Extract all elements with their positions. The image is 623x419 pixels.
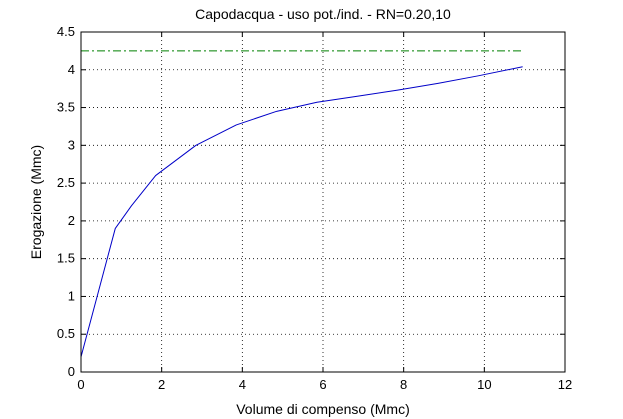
y-tick-label: 2 — [68, 213, 75, 228]
x-tick-label: 8 — [400, 377, 407, 392]
y-tick-label: 4 — [68, 62, 75, 77]
chart-title: Capodacqua - uso pot./ind. - RN=0.20,10 — [195, 6, 451, 22]
y-tick-label: 3.5 — [57, 100, 75, 115]
x-tick-label: 10 — [477, 377, 491, 392]
y-tick-label: 2.5 — [57, 175, 75, 190]
x-tick-label: 6 — [319, 377, 326, 392]
ticks — [80, 31, 566, 373]
y-tick-label: 3 — [68, 137, 75, 152]
y-tick-label: 1.5 — [57, 251, 75, 266]
x-tick-label: 0 — [77, 377, 84, 392]
x-tick-label: 12 — [558, 377, 572, 392]
x-tick-label: 4 — [239, 377, 246, 392]
y-tick-label: 4.5 — [57, 24, 75, 39]
y-axis-label: Erogazione (Mmc) — [28, 145, 44, 259]
y-tick-label: 1 — [68, 288, 75, 303]
x-axis-label: Volume di compenso (Mmc) — [236, 401, 410, 417]
series-layer — [80, 50, 523, 358]
y-tick-label: 0.5 — [57, 326, 75, 341]
series-line — [80, 66, 523, 358]
y-tick-labels: 0 0.5 1 1.5 2 2.5 3 3.5 4 4.5 — [57, 24, 75, 379]
x-tick-label: 2 — [158, 377, 165, 392]
grid — [81, 32, 565, 372]
y-tick-label: 0 — [68, 364, 75, 379]
x-tick-labels: 0 2 4 6 8 10 12 — [77, 377, 572, 392]
